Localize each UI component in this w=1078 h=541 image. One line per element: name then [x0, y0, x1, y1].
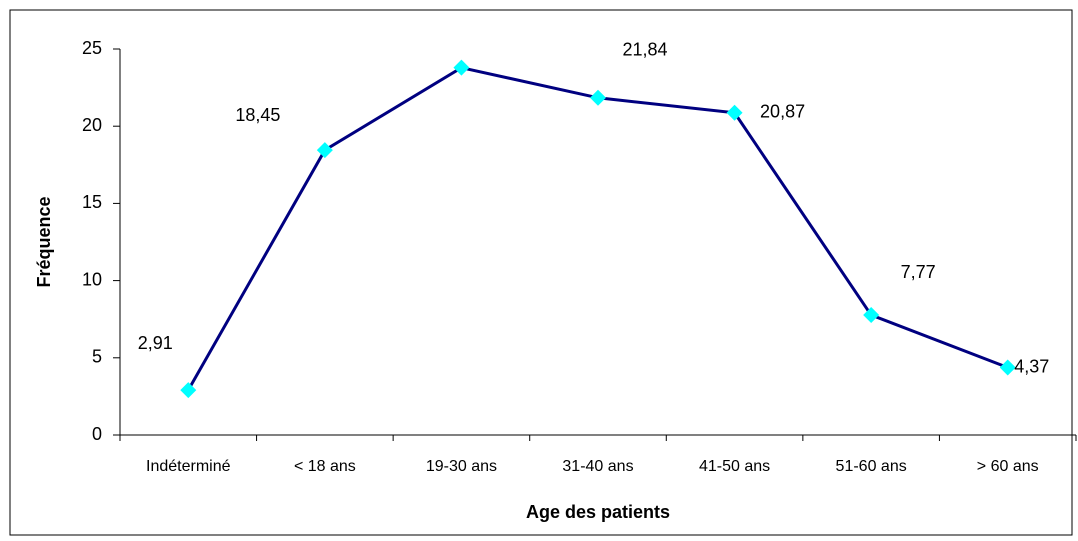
data-point	[316, 142, 333, 159]
x-tick-label: Indéterminé	[146, 458, 231, 475]
data-label: 7,77	[901, 262, 936, 282]
y-tick-label: 5	[92, 347, 102, 367]
data-point	[180, 382, 197, 399]
x-axis-title: Age des patients	[526, 502, 670, 522]
data-point	[999, 359, 1016, 376]
x-tick-label: 19-30 ans	[426, 458, 497, 475]
data-label: 2,91	[138, 333, 173, 353]
data-label: 20,87	[760, 102, 805, 122]
data-point	[863, 307, 880, 324]
data-label: 18,45	[235, 105, 280, 125]
x-tick-label: < 18 ans	[294, 458, 356, 475]
x-tick-label: 41-50 ans	[699, 458, 770, 475]
y-tick-label: 25	[82, 38, 102, 58]
chart-frame	[9, 9, 1073, 536]
data-label: 4,37	[1014, 356, 1049, 376]
y-tick-label: 10	[82, 269, 102, 289]
x-tick-label: > 60 ans	[977, 458, 1039, 475]
y-tick-label: 20	[82, 115, 102, 135]
x-tick-label: 51-60 ans	[836, 458, 907, 475]
y-tick-label: 0	[92, 424, 102, 444]
y-axis-title: Fréquence	[34, 196, 54, 287]
data-point	[590, 89, 606, 106]
data-label: 21,84	[622, 40, 667, 60]
data-point	[453, 59, 470, 76]
x-tick-label: 31-40 ans	[562, 458, 633, 475]
y-tick-label: 15	[82, 192, 102, 212]
data-point	[726, 104, 743, 121]
